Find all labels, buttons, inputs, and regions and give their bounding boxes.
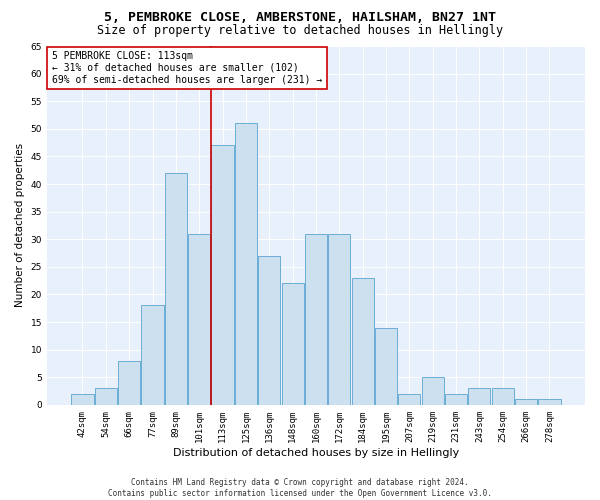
- Text: Size of property relative to detached houses in Hellingly: Size of property relative to detached ho…: [97, 24, 503, 37]
- Bar: [352, 278, 374, 405]
- Bar: [422, 377, 444, 405]
- Bar: [491, 388, 514, 405]
- Bar: [515, 400, 537, 405]
- Bar: [118, 360, 140, 405]
- Y-axis label: Number of detached properties: Number of detached properties: [15, 144, 25, 308]
- Bar: [375, 328, 397, 405]
- Bar: [165, 173, 187, 405]
- Text: 5, PEMBROKE CLOSE, AMBERSTONE, HAILSHAM, BN27 1NT: 5, PEMBROKE CLOSE, AMBERSTONE, HAILSHAM,…: [104, 11, 496, 24]
- X-axis label: Distribution of detached houses by size in Hellingly: Distribution of detached houses by size …: [173, 448, 459, 458]
- Bar: [71, 394, 94, 405]
- Bar: [142, 306, 164, 405]
- Bar: [445, 394, 467, 405]
- Bar: [469, 388, 490, 405]
- Bar: [281, 284, 304, 405]
- Bar: [188, 234, 211, 405]
- Bar: [235, 124, 257, 405]
- Text: Contains HM Land Registry data © Crown copyright and database right 2024.
Contai: Contains HM Land Registry data © Crown c…: [108, 478, 492, 498]
- Bar: [538, 400, 560, 405]
- Bar: [95, 388, 117, 405]
- Text: 5 PEMBROKE CLOSE: 113sqm
← 31% of detached houses are smaller (102)
69% of semi-: 5 PEMBROKE CLOSE: 113sqm ← 31% of detach…: [52, 52, 323, 84]
- Bar: [211, 146, 233, 405]
- Bar: [398, 394, 421, 405]
- Bar: [258, 256, 280, 405]
- Bar: [328, 234, 350, 405]
- Bar: [305, 234, 327, 405]
